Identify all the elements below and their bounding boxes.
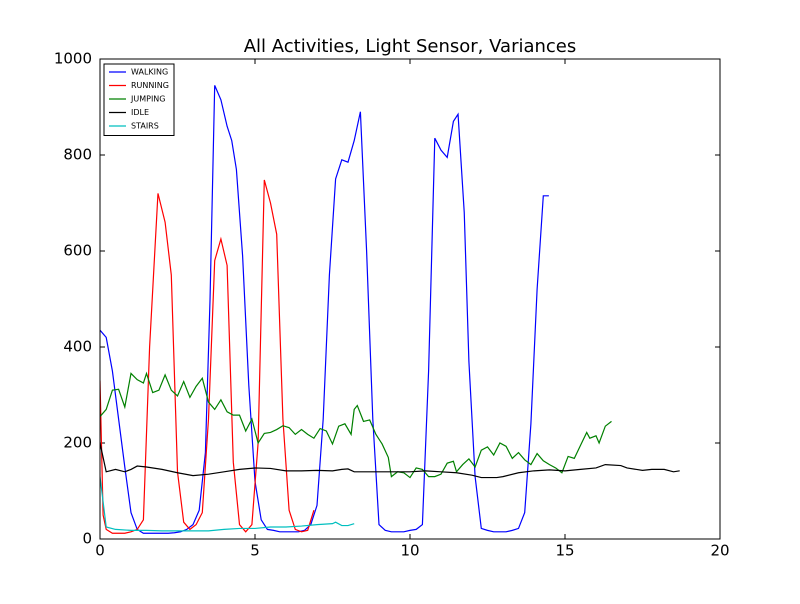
legend-box [103,63,175,136]
series-line [100,476,355,532]
series-line [100,179,315,534]
x-tick-label: 10 [400,542,419,560]
legend-label: IDLE [131,108,149,117]
x-tick-label: 15 [555,542,574,560]
x-tick-label: 5 [250,542,260,560]
legend-label: RUNNING [131,81,169,90]
y-tick-label: 400 [63,338,92,356]
legend-label: STAIRS [131,122,159,131]
legend-label: WALKING [131,68,168,77]
y-tick-label: 800 [63,146,92,164]
y-tick-label: 600 [63,242,92,260]
legend-label: JUMPING [130,95,165,104]
y-tick-label: 0 [82,530,92,548]
series-line [100,442,680,479]
y-tick-label: 200 [63,434,92,452]
plot-frame [99,58,721,540]
series-line [100,371,612,479]
series-line [100,85,549,534]
x-tick-label: 20 [710,542,729,560]
x-tick-label: 0 [95,542,105,560]
y-tick-label: 1000 [54,50,92,68]
chart-title: All Activities, Light Sensor, Variances [244,36,577,57]
